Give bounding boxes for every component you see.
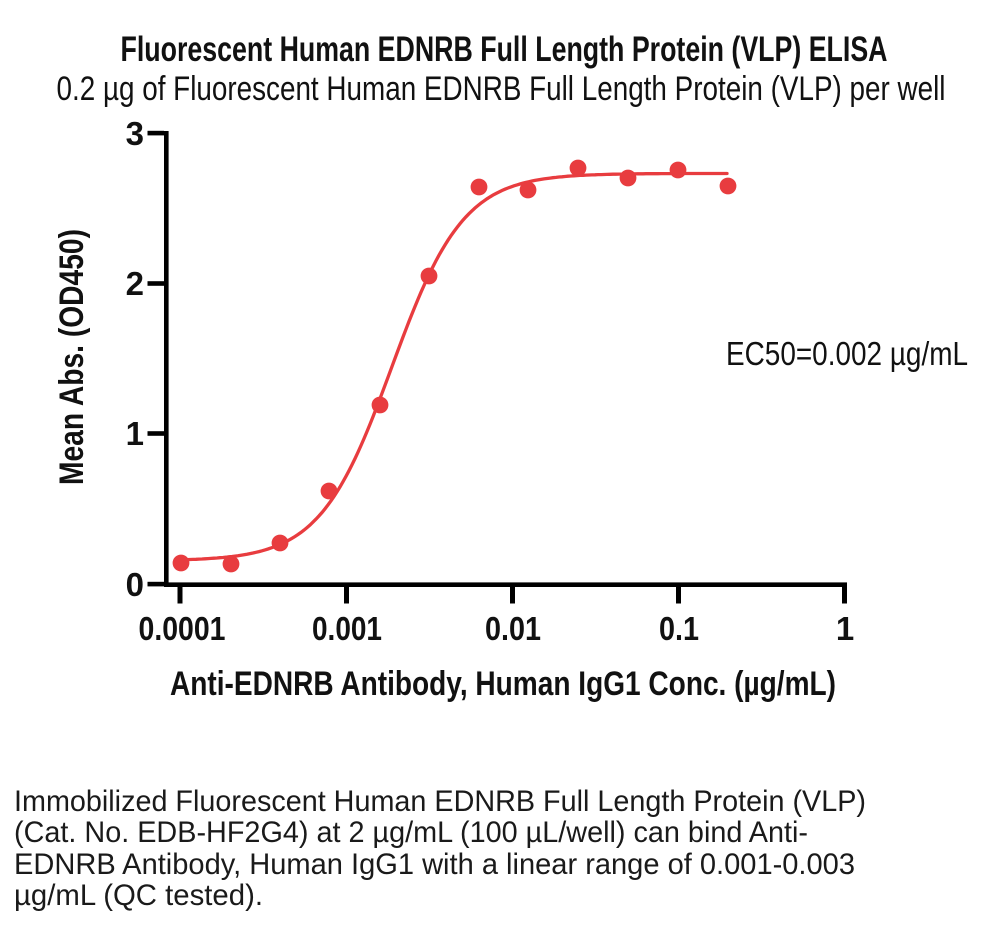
svg-text:EDNRB Antibody, Human IgG1 wit: EDNRB Antibody, Human IgG1 with a linear…: [14, 848, 855, 881]
svg-text:Mean Abs. (OD450): Mean Abs. (OD450): [53, 229, 91, 485]
svg-text:2: 2: [126, 265, 144, 302]
svg-text:1: 1: [836, 610, 854, 647]
svg-text:µg/mL (QC tested).: µg/mL (QC tested).: [14, 879, 263, 912]
svg-text:Immobilized Fluorescent Human: Immobilized Fluorescent Human EDNRB Full…: [14, 785, 866, 818]
svg-text:EC50=0.002 µg/mL: EC50=0.002 µg/mL: [726, 335, 968, 372]
svg-text:0.01: 0.01: [485, 610, 541, 647]
svg-text:3: 3: [126, 115, 144, 152]
svg-text:0.1: 0.1: [659, 610, 699, 647]
svg-text:0.001: 0.001: [312, 610, 382, 647]
svg-text:Fluorescent Human EDNRB Full L: Fluorescent Human EDNRB Full Length Prot…: [121, 30, 888, 69]
svg-text:1: 1: [126, 415, 144, 452]
svg-text:0.0001: 0.0001: [139, 610, 226, 647]
svg-text:Anti-EDNRB Antibody, Human IgG: Anti-EDNRB Antibody, Human IgG1 Conc. (µ…: [170, 665, 836, 703]
svg-text:0: 0: [126, 566, 144, 603]
svg-text:(Cat. No. EDB-HF2G4) at 2 µg/m: (Cat. No. EDB-HF2G4) at 2 µg/mL (100 µL/…: [14, 816, 808, 849]
svg-text:0.2 µg of Fluorescent Human ED: 0.2 µg of Fluorescent Human EDNRB Full L…: [57, 70, 946, 108]
